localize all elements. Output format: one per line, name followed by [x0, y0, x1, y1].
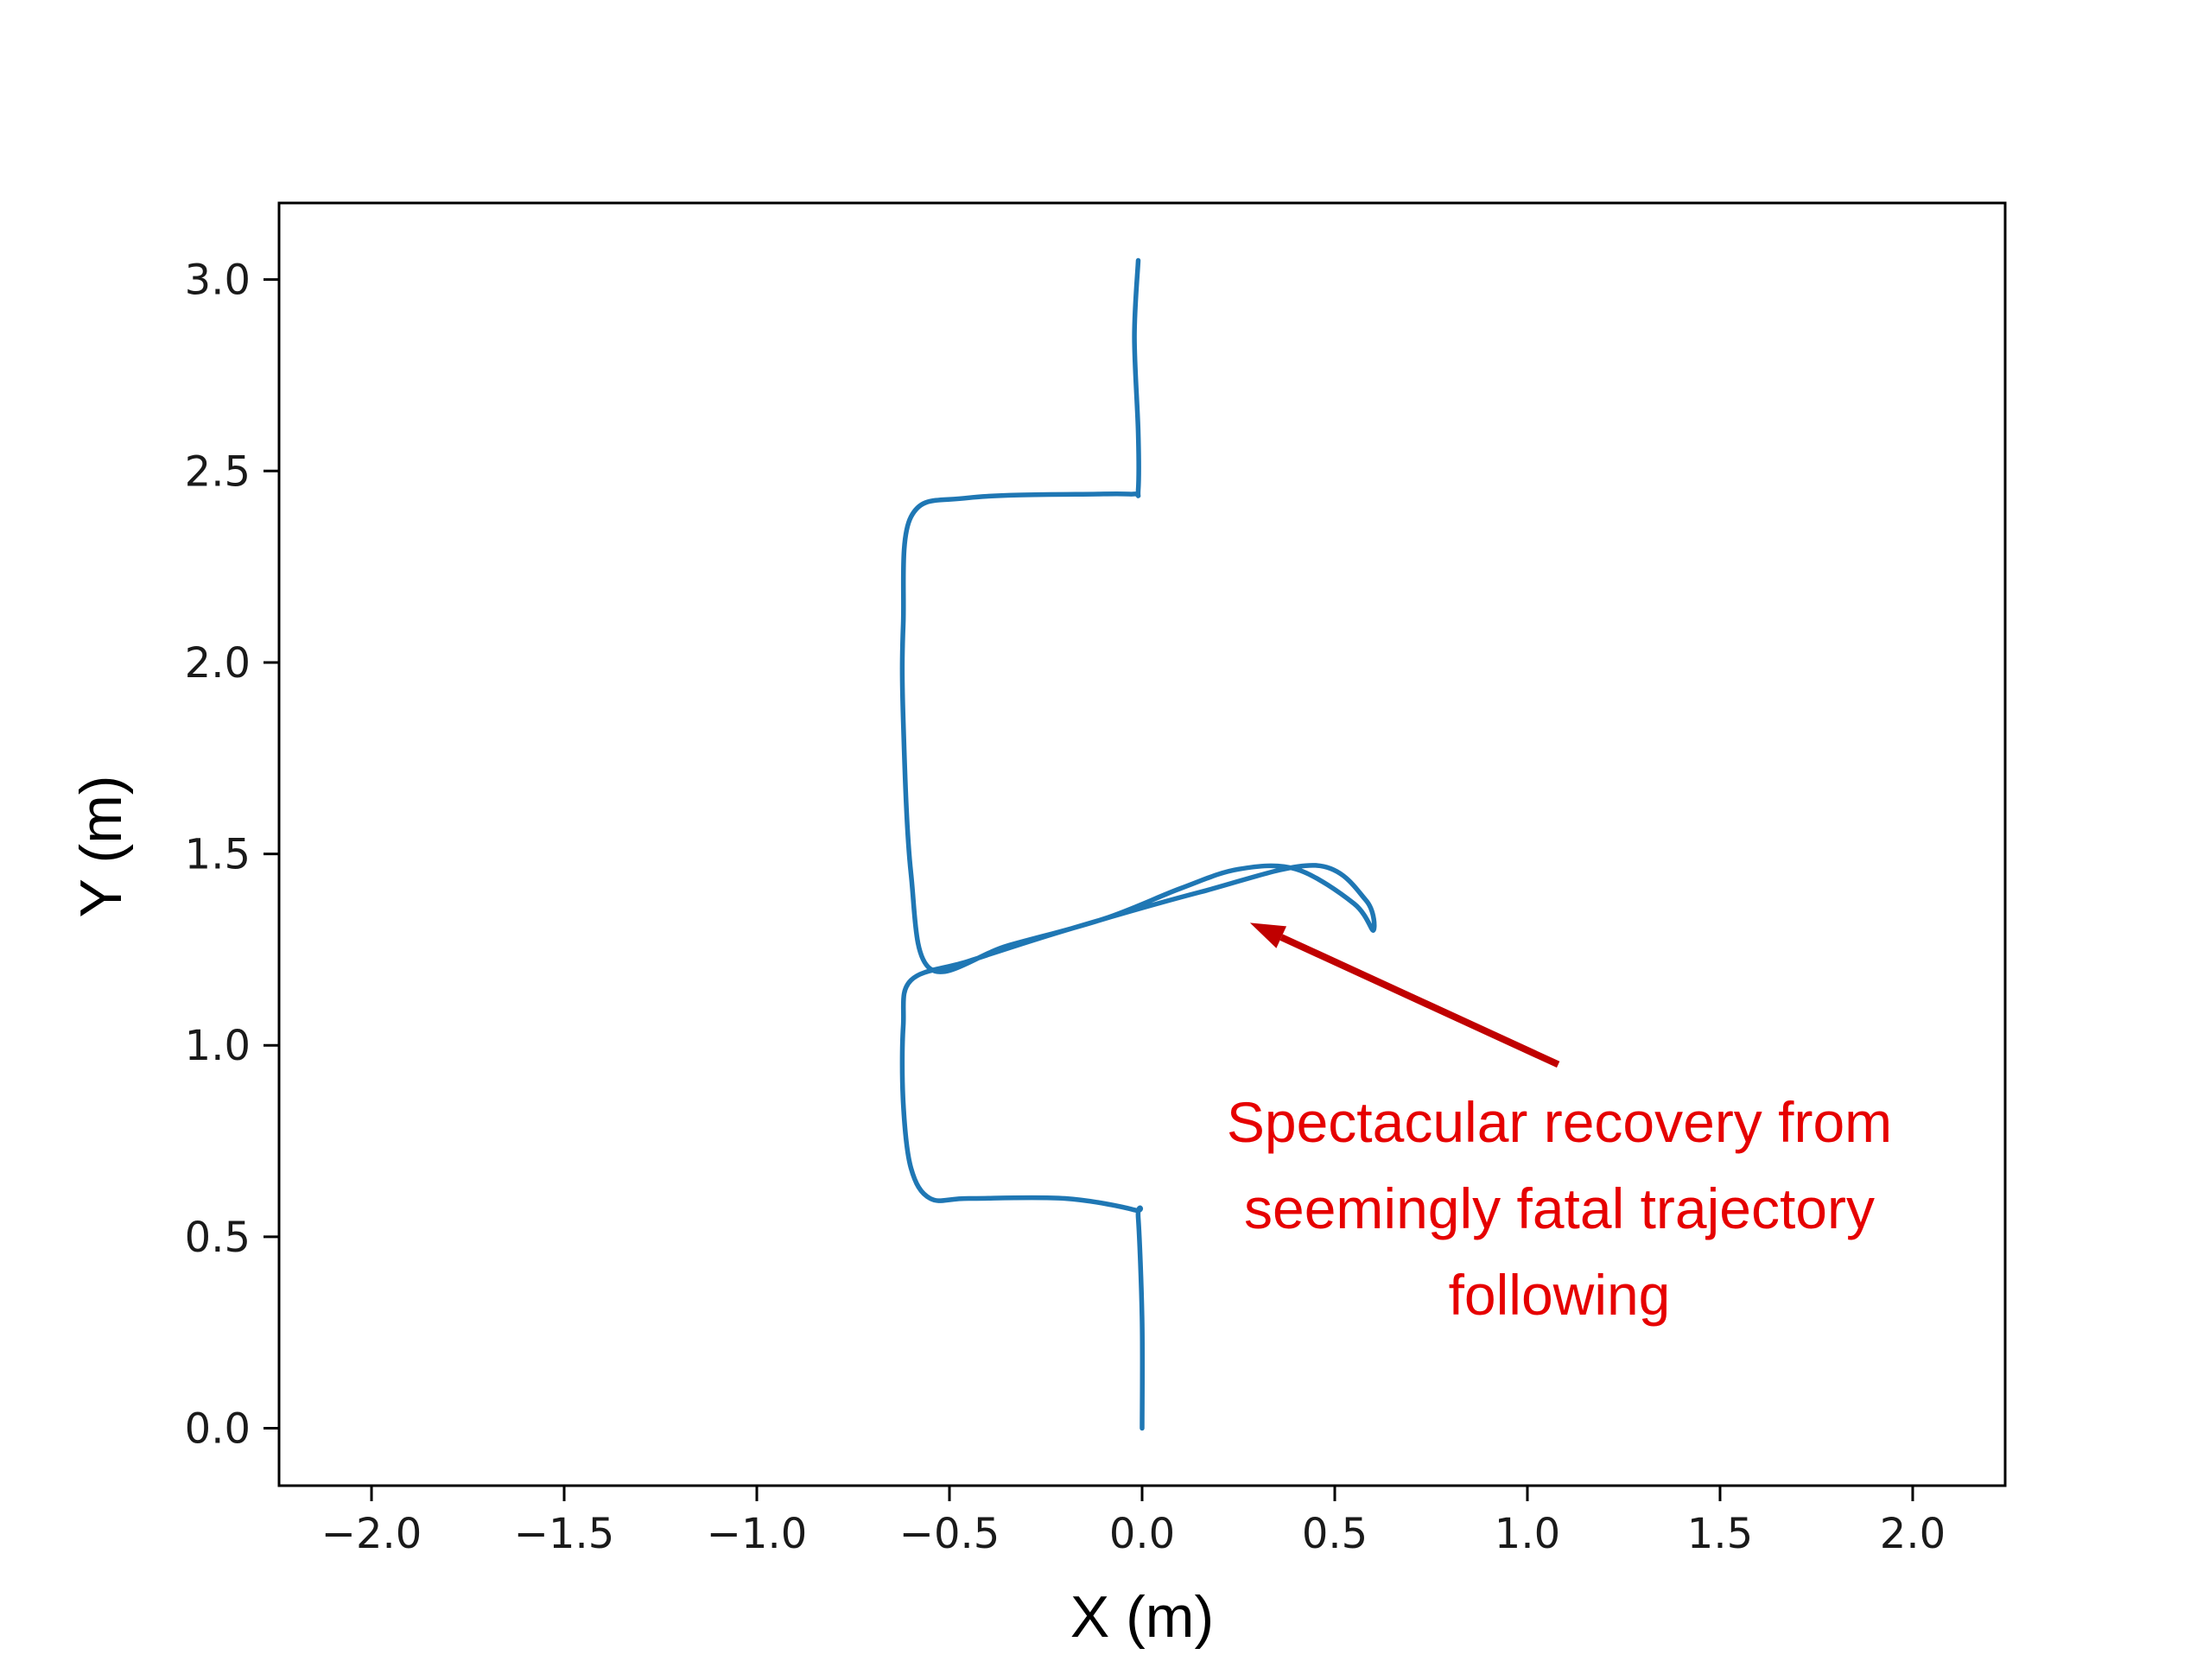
x-tick-label: 1.0 [1495, 1510, 1560, 1558]
annotation-arrow-shaft [1279, 934, 1560, 1068]
x-tick-label: 1.5 [1687, 1510, 1753, 1558]
annotation-text-line: Spectacular recovery from [1227, 1090, 1892, 1154]
y-tick-label: 2.5 [185, 447, 251, 496]
y-tick-label: 0.0 [185, 1405, 251, 1454]
x-tick-label: −2.0 [321, 1510, 422, 1558]
x-tick-label: 0.5 [1302, 1510, 1368, 1558]
y-axis-label: Y (m) [68, 776, 134, 918]
annotation-text-line: following [1449, 1263, 1671, 1327]
y-axis: 0.0 0.5 1.0 1.5 2.0 2.5 3.0 [185, 257, 279, 1454]
x-tick-label: −0.5 [899, 1510, 1000, 1558]
y-tick-label: 2.0 [185, 639, 251, 688]
x-axis: −2.0 −1.5 −1.0 −0.5 0.0 0.5 1.0 1.5 2.0 [321, 1486, 1946, 1558]
x-tick-label: −1.0 [707, 1510, 808, 1558]
y-tick-label: 0.5 [185, 1214, 251, 1262]
y-tick-label: 1.5 [185, 831, 251, 879]
series-layer [899, 257, 1377, 1431]
x-tick-label: 0.0 [1109, 1510, 1175, 1558]
x-tick-label: −1.5 [514, 1510, 615, 1558]
x-axis-label: X (m) [1070, 1584, 1214, 1650]
y-tick-label: 3.0 [185, 257, 251, 305]
annotation-arrowhead [1249, 922, 1287, 948]
annotation-text-line: seemingly fatal trajectory [1244, 1176, 1875, 1240]
annotation: Spectacular recovery from seemingly fatal… [1227, 922, 1892, 1327]
trajectory-line [899, 257, 1377, 1431]
y-tick-label: 1.0 [185, 1022, 251, 1070]
x-tick-label: 2.0 [1880, 1510, 1946, 1558]
